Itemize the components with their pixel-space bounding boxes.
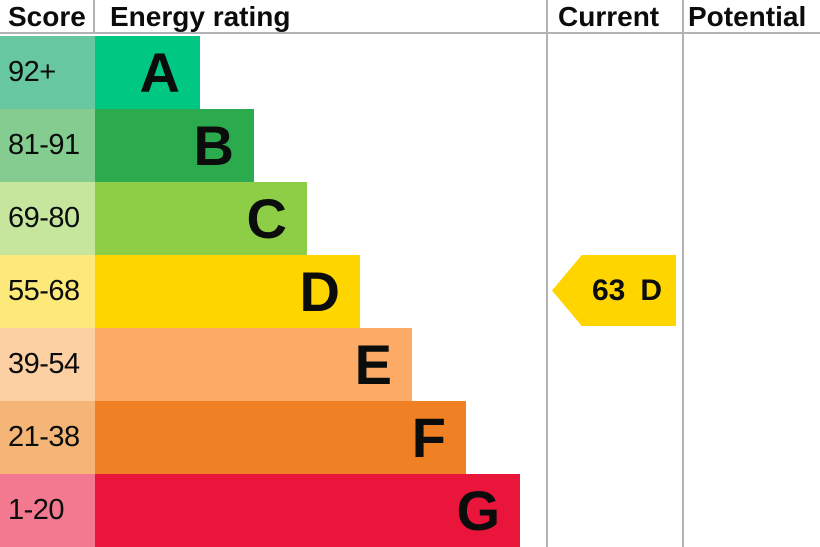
rating-bar-b: B: [95, 109, 254, 182]
score-range-c: 69-80: [0, 182, 95, 255]
band-letter-d: D: [299, 259, 340, 323]
band-row-d: 55-68 D: [0, 255, 547, 328]
score-range-g: 1-20: [0, 474, 95, 547]
rating-bar-g: G: [95, 474, 520, 547]
band-letter-c: C: [246, 186, 287, 250]
band-row-b: 81-91 B: [0, 109, 547, 182]
rating-bar-c: C: [95, 182, 307, 255]
chart-header-row: Score Energy rating Current Potential: [0, 0, 820, 34]
header-potential: Potential: [688, 1, 807, 32]
score-range-f: 21-38: [0, 401, 95, 474]
band-letter-a: A: [139, 40, 180, 104]
header-score: Score: [8, 1, 86, 32]
band-letter-g: G: [456, 478, 500, 542]
score-range-d: 55-68: [0, 255, 95, 328]
band-letter-b: B: [193, 113, 234, 177]
current-rating-letter: D: [640, 273, 663, 307]
score-range-b: 81-91: [0, 109, 95, 182]
rating-bar-a: A: [95, 36, 200, 109]
header-energy-rating: Energy rating: [110, 1, 291, 32]
current-rating-arrow: 63 D: [552, 255, 676, 326]
divider-score-energy: [93, 0, 95, 34]
rating-bands: 92+ A 81-91 B 69-80 C 55-68 D 39-54: [0, 36, 547, 547]
score-range-e: 39-54: [0, 328, 95, 401]
rating-bar-f: F: [95, 401, 466, 474]
rating-bar-e: E: [95, 328, 412, 401]
band-row-f: 21-38 F: [0, 401, 547, 474]
divider-energy-current: [546, 0, 548, 547]
band-row-c: 69-80 C: [0, 182, 547, 255]
header-current: Current: [558, 1, 660, 32]
divider-current-potential: [682, 0, 684, 547]
current-rating-value: 63: [591, 273, 626, 307]
band-letter-f: F: [411, 405, 446, 469]
band-letter-e: E: [354, 332, 392, 396]
score-range-a: 92+: [0, 36, 95, 109]
band-row-e: 39-54 E: [0, 328, 547, 401]
band-row-a: 92+ A: [0, 36, 547, 109]
band-row-g: 1-20 G: [0, 474, 547, 547]
rating-bar-d: D: [95, 255, 360, 328]
